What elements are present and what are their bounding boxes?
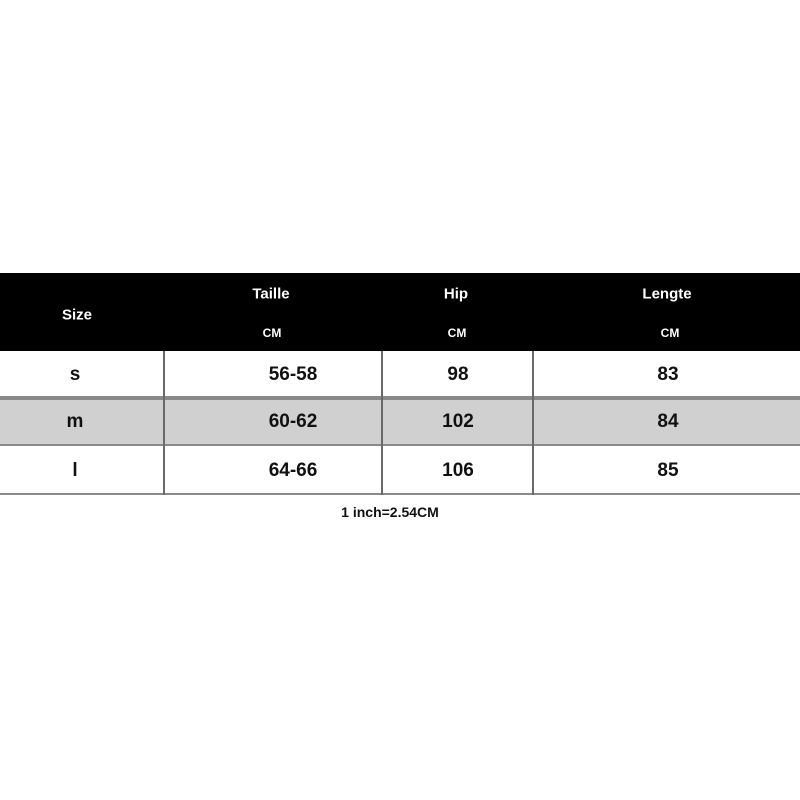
footnote: 1 inch=2.54CM — [341, 504, 439, 520]
header-unit: CM — [262, 326, 282, 340]
table-cell: m — [66, 411, 84, 432]
table-header — [0, 273, 800, 351]
column-divider — [381, 446, 383, 495]
table-cell: 106 — [442, 459, 474, 481]
table-row — [0, 351, 800, 398]
header-label: Hip — [443, 285, 469, 303]
column-divider — [532, 446, 534, 495]
header-unit: CM — [447, 326, 467, 340]
column-divider — [532, 398, 534, 446]
column-divider — [163, 398, 165, 446]
table-row — [0, 398, 800, 446]
header-label: Lengte — [642, 285, 692, 303]
column-divider — [381, 398, 383, 446]
table-cell: 102 — [442, 411, 474, 432]
column-divider — [532, 351, 534, 398]
table-cell: 60-62 — [268, 411, 318, 432]
table-cell: 85 — [657, 459, 679, 481]
column-divider — [163, 446, 165, 495]
table-cell: 84 — [657, 411, 679, 432]
table-cell: 56-58 — [268, 363, 318, 385]
table-cell: 98 — [447, 363, 469, 385]
table-cell: 64-66 — [268, 459, 318, 481]
column-divider — [381, 351, 383, 398]
table-cell: l — [72, 459, 78, 481]
header-label: Taille — [252, 285, 290, 303]
header-unit: CM — [660, 326, 680, 340]
table-row — [0, 446, 800, 495]
header-label: Size — [61, 306, 93, 324]
column-divider — [163, 351, 165, 398]
table-cell: s — [69, 363, 81, 385]
table-cell: 83 — [657, 363, 679, 385]
